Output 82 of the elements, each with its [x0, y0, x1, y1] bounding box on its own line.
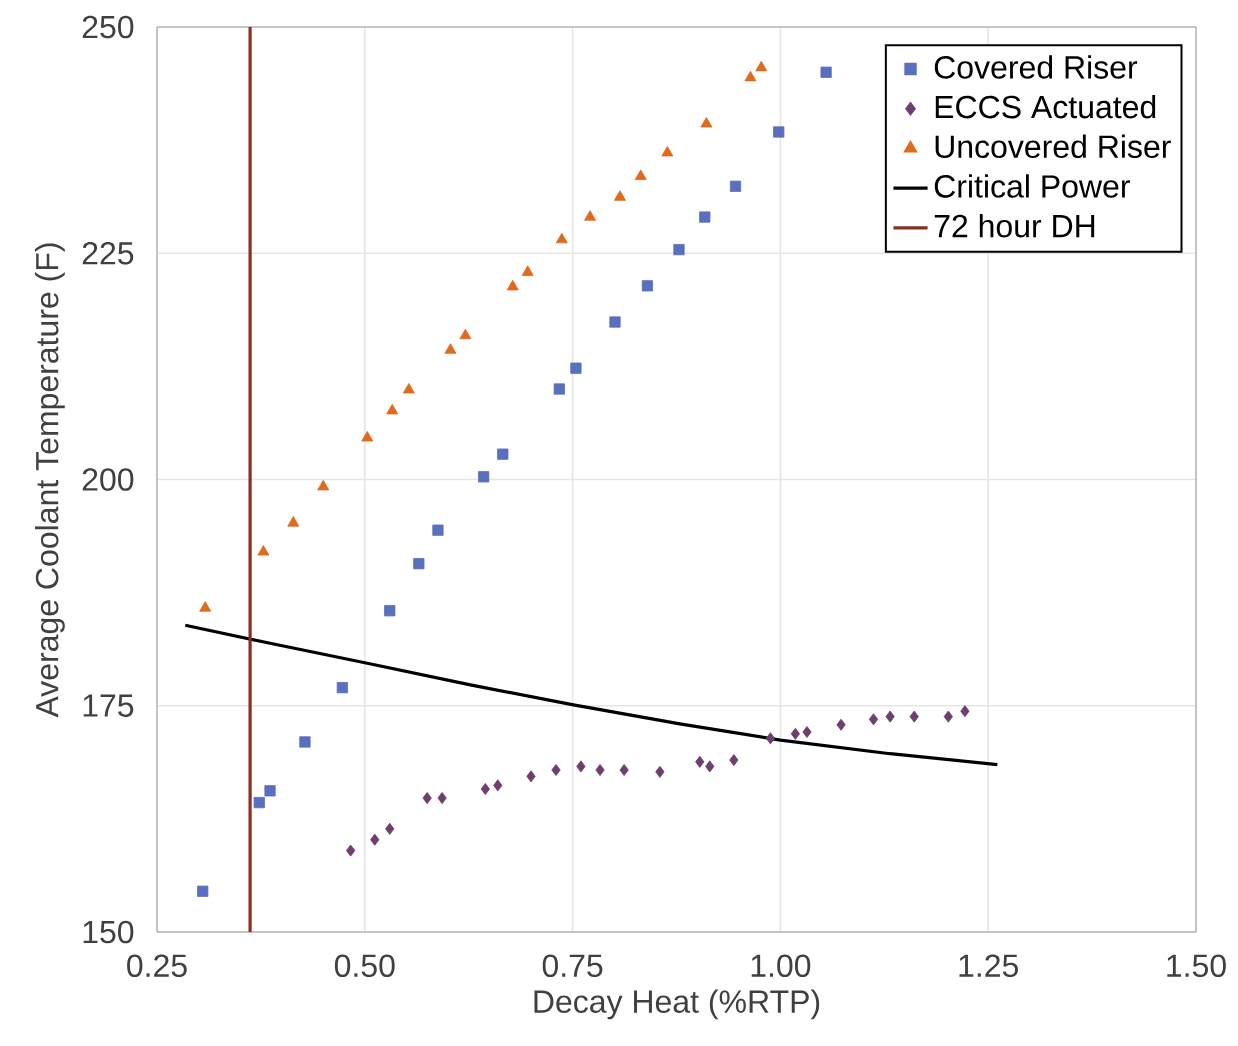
legend-label: 72 hour DH: [934, 213, 1095, 238]
point: [264, 785, 276, 797]
point: [199, 601, 212, 612]
y-tick-label: 250: [82, 15, 134, 39]
point: [673, 244, 685, 256]
point: [699, 211, 711, 223]
legend-label: ECCS Actuated: [935, 94, 1156, 119]
y-tick-label: 225: [82, 241, 134, 265]
point: [634, 169, 647, 180]
point: [576, 760, 586, 773]
point: [384, 605, 396, 617]
point: [506, 279, 519, 291]
x-tick-label: 0.25: [127, 954, 187, 978]
point: [444, 343, 457, 354]
point: [885, 710, 895, 723]
x-tick-label: 1.00: [751, 954, 811, 978]
point: [755, 60, 768, 72]
point: [478, 471, 490, 483]
point: [553, 383, 565, 395]
point: [705, 760, 715, 773]
point: [619, 764, 629, 777]
point: [584, 210, 596, 221]
point: [614, 190, 626, 201]
point: [432, 524, 444, 536]
line-series: [183, 623, 999, 767]
x-tick-label: 0.75: [542, 954, 603, 978]
point: [385, 822, 395, 835]
point: [570, 362, 582, 374]
point: [370, 833, 380, 846]
point: [521, 265, 534, 276]
point: [386, 403, 399, 415]
point: [480, 783, 490, 796]
point: [661, 146, 674, 157]
x-tick-label: 1.25: [959, 954, 1018, 978]
point: [960, 705, 970, 718]
point: [361, 431, 374, 442]
point: [253, 796, 265, 809]
point: [437, 792, 447, 805]
point: [744, 70, 757, 82]
point: [868, 713, 879, 726]
point: [336, 682, 348, 694]
y-tick-label: 175: [83, 694, 134, 717]
point: [555, 232, 568, 244]
point: [197, 885, 209, 897]
point: [943, 710, 953, 723]
point: [317, 479, 330, 491]
point: [729, 180, 742, 192]
legend-label: Uncovered Riser: [935, 134, 1171, 159]
point: [422, 792, 432, 805]
point: [526, 770, 536, 783]
point: [836, 718, 846, 731]
point: [773, 126, 785, 138]
point: [700, 117, 713, 128]
point: [402, 383, 415, 394]
point: [802, 726, 812, 738]
point: [790, 727, 800, 740]
point: [287, 516, 300, 527]
point: [493, 779, 503, 792]
point: [595, 764, 605, 777]
x-tick-label: 1.50: [1167, 954, 1226, 978]
point: [641, 280, 654, 292]
point: [299, 736, 311, 748]
point: [765, 732, 776, 745]
legend-label: Covered Riser: [934, 55, 1138, 79]
point: [551, 764, 561, 777]
point: [729, 754, 739, 767]
point: [655, 765, 665, 778]
x-tick-label: 0.50: [334, 954, 395, 978]
point: [257, 545, 270, 556]
point: [909, 710, 919, 723]
point: [346, 844, 356, 857]
legend-label: Critical Power: [934, 174, 1130, 198]
point: [695, 755, 705, 768]
point: [459, 328, 472, 340]
point: [413, 558, 425, 570]
y-tick-label: 150: [83, 920, 134, 944]
x-axis-title: Decay Heat (%RTP): [534, 989, 820, 1020]
point: [609, 316, 621, 328]
y-tick-label: 200: [82, 468, 134, 491]
y-axis-title: Average Coolant Temperature (F): [34, 243, 65, 718]
point: [497, 448, 509, 460]
point: [820, 66, 832, 78]
